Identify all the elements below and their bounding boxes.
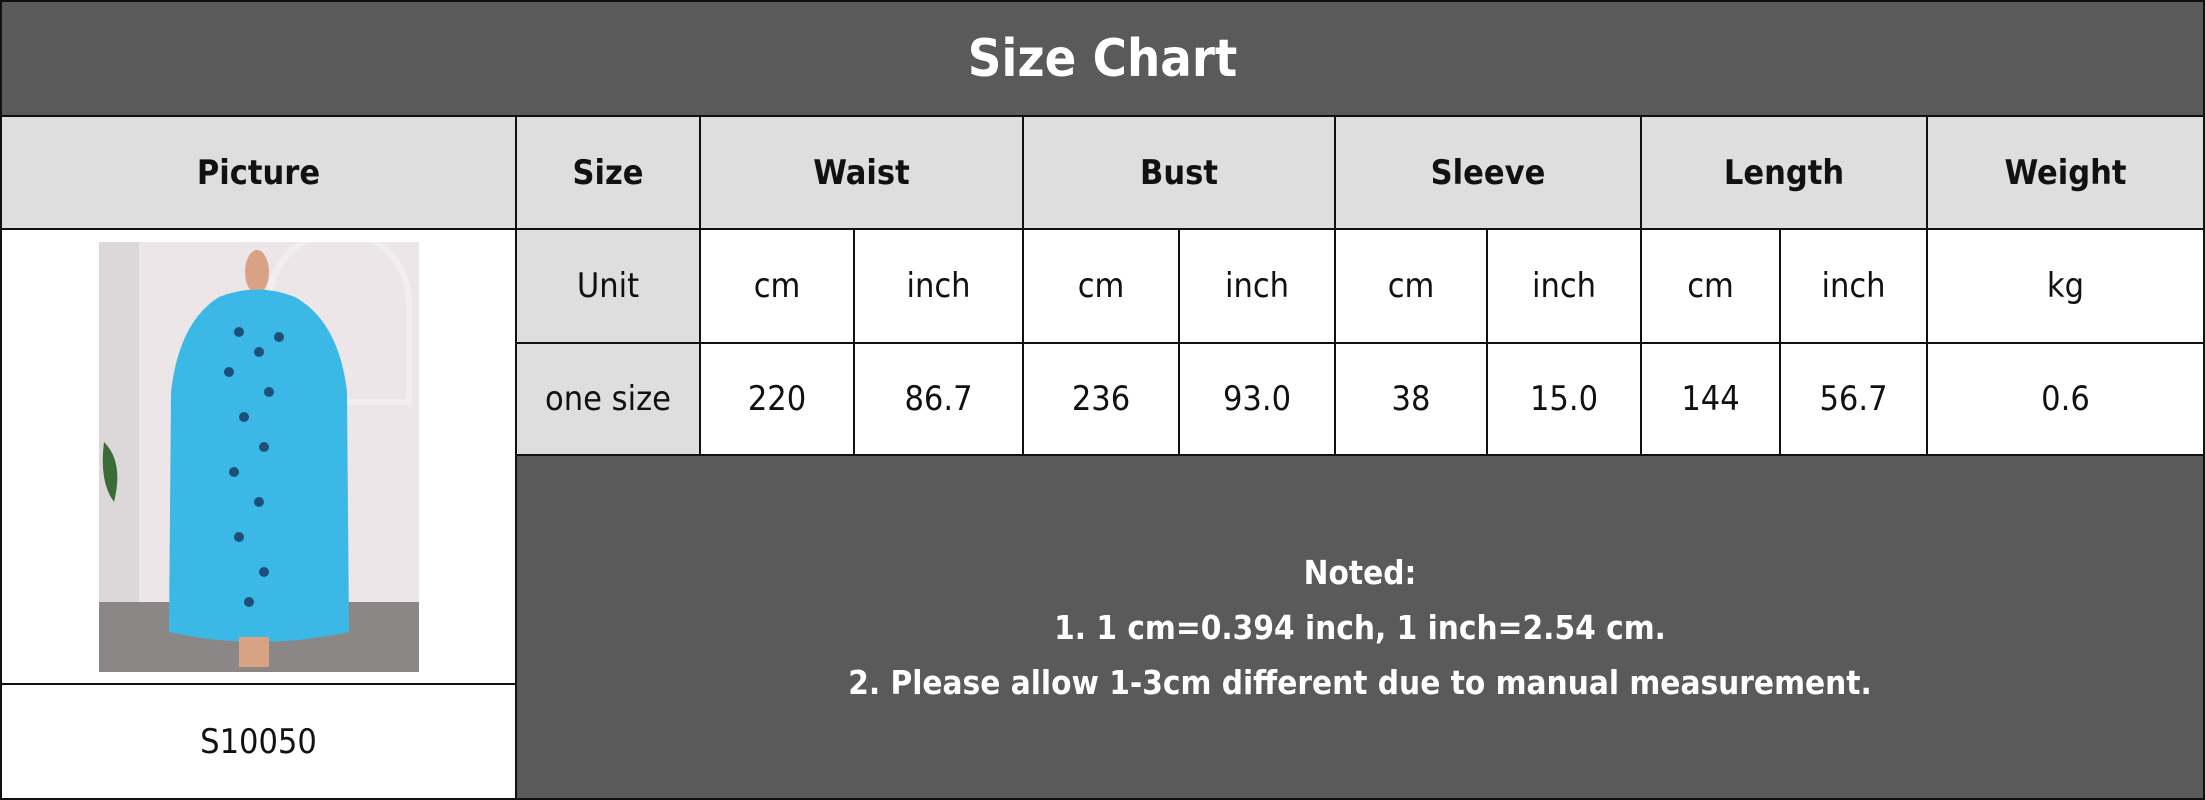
product-code: S10050 [0,683,517,800]
size-cell: 93.0 [1178,342,1336,456]
note-line: 2. Please allow 1-3cm different due to m… [848,662,1872,702]
unit-cell: inch [1779,228,1928,344]
notes-panel: Noted: 1. 1 cm=0.394 inch, 1 inch=2.54 c… [515,454,2205,800]
unit-cell: inch [1486,228,1642,344]
unit-label: Unit [515,228,701,344]
size-label: one size [515,342,701,456]
size-cell: 86.7 [853,342,1024,456]
header-size: Size [515,115,701,230]
header-picture: Picture [0,115,517,230]
size-cell: 56.7 [1779,342,1928,456]
notes-heading: Noted: [1303,552,1417,592]
header-sleeve: Sleeve [1334,115,1642,230]
size-cell: 220 [699,342,855,456]
header-length: Length [1640,115,1928,230]
size-cell: 15.0 [1486,342,1642,456]
unit-cell: inch [853,228,1024,344]
size-cell: 38 [1334,342,1488,456]
unit-cell: inch [1178,228,1336,344]
unit-cell: cm [1640,228,1781,344]
size-cell: 236 [1022,342,1180,456]
product-picture-cell [0,228,517,685]
size-cell: 0.6 [1926,342,2205,456]
header-bust: Bust [1022,115,1336,230]
size-cell: 144 [1640,342,1781,456]
size-chart-title: Size Chart [0,0,2205,117]
header-weight: Weight [1926,115,2205,230]
header-waist: Waist [699,115,1024,230]
dress-photo [98,241,419,672]
note-line: 1. 1 cm=0.394 inch, 1 inch=2.54 cm. [1054,607,1666,647]
unit-cell: kg [1926,228,2205,344]
unit-cell: cm [1022,228,1180,344]
unit-cell: cm [1334,228,1488,344]
unit-cell: cm [699,228,855,344]
